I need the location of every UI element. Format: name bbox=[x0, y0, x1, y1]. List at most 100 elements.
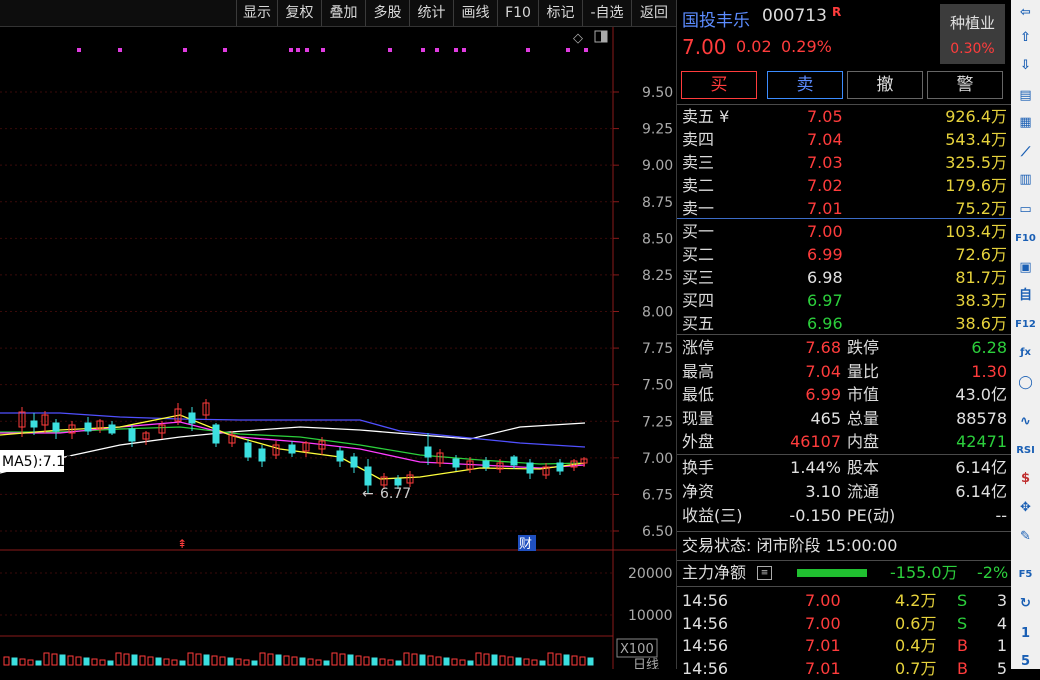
order-volume: 38.6万 bbox=[955, 314, 1007, 333]
stat-label: 最低 bbox=[682, 385, 715, 404]
volume-bar bbox=[139, 655, 146, 666]
candle-body bbox=[244, 442, 252, 458]
finance-marker-icon[interactable]: 财 bbox=[519, 537, 532, 552]
stat-value: 1.30 bbox=[971, 361, 1007, 381]
toolbar-watchlist-button[interactable]: -自选 bbox=[582, 0, 631, 26]
price-tick-label: 7.00 bbox=[642, 451, 673, 467]
sector-box[interactable]: 种植业 0.30% bbox=[940, 4, 1005, 64]
buy-button[interactable]: 买 bbox=[681, 71, 757, 99]
candlesticks bbox=[18, 399, 588, 493]
f10-icon[interactable]: F10 bbox=[1015, 233, 1036, 244]
volume-bar bbox=[195, 653, 202, 666]
order-price: 7.02 bbox=[807, 176, 843, 195]
volume-bar bbox=[315, 659, 322, 666]
candle-body bbox=[258, 448, 266, 462]
ma-line bbox=[0, 422, 586, 474]
toolbar-back-button[interactable]: 返回 bbox=[631, 0, 676, 26]
wave-icon[interactable]: ∿ bbox=[1020, 414, 1031, 429]
toolbar-overlay-button[interactable]: 叠加 bbox=[321, 0, 365, 26]
candle-body bbox=[580, 458, 588, 464]
stats-row: 最低 6.99 市值 43.0亿 bbox=[677, 383, 1011, 406]
formula-icon[interactable]: ƒx bbox=[1020, 347, 1031, 358]
price-tick-label: 6.50 bbox=[642, 524, 673, 540]
order-book-row[interactable]: 买四 6.97 38.3万 bbox=[677, 289, 1011, 312]
candle-body bbox=[424, 446, 432, 458]
move-icon[interactable]: ✥ bbox=[1020, 500, 1031, 515]
pencil-icon[interactable]: ✎ bbox=[1020, 529, 1031, 544]
stat-value: -0.150 bbox=[789, 506, 841, 525]
main-flow-row[interactable]: 主力净额 ≡ -155.0万 -2% bbox=[677, 561, 1011, 584]
event-up-icon[interactable]: ⇞ bbox=[177, 537, 187, 551]
f12-icon[interactable]: F12 bbox=[1015, 319, 1036, 330]
toolbar-stats-button[interactable]: 统计 bbox=[409, 0, 453, 26]
kline-chart[interactable]: 9.50 9.25 9.00 8.75 8.50 8.25 8.00 7.75 7.50 7.25… bbox=[0, 27, 676, 669]
toolbar-draw-button[interactable]: 画线 bbox=[453, 0, 497, 26]
candle-body bbox=[174, 408, 182, 422]
order-book-row[interactable]: 卖二 7.02 179.6万 bbox=[677, 174, 1011, 197]
stat-value: 6.14亿 bbox=[955, 458, 1007, 477]
signal-dot bbox=[118, 48, 122, 52]
cancel-order-button[interactable]: 撤 bbox=[847, 71, 923, 99]
order-book-row[interactable]: 卖一 7.01 75.2万 bbox=[677, 197, 1011, 220]
volume-bar bbox=[339, 653, 346, 666]
flow-list-icon[interactable]: ≡ bbox=[757, 566, 772, 580]
refresh-icon[interactable]: ↻ bbox=[1020, 596, 1031, 611]
candle-chart-icon[interactable]: ▥ bbox=[1019, 172, 1032, 187]
order-volume: 926.4万 bbox=[945, 107, 1007, 126]
volume-bar bbox=[555, 653, 562, 666]
volume-bar bbox=[3, 656, 10, 666]
volume-bar bbox=[251, 660, 258, 666]
sector-pct: 0.30% bbox=[950, 41, 995, 57]
order-book-row[interactable]: 买一 7.00 103.4万 bbox=[677, 220, 1011, 243]
f5-icon[interactable]: F5 bbox=[1018, 569, 1033, 580]
stat-label: 换手 bbox=[682, 458, 715, 477]
flow-bar bbox=[797, 569, 867, 577]
order-book-row[interactable]: 买三 6.98 81.7万 bbox=[677, 266, 1011, 289]
rsi-icon[interactable]: RSI bbox=[1016, 445, 1035, 456]
stats-row: 最高 7.04 量比 1.30 bbox=[677, 360, 1011, 383]
line-chart-icon[interactable]: ⟋ bbox=[1020, 145, 1031, 160]
signal-dot bbox=[526, 48, 530, 52]
order-price: 6.98 bbox=[807, 268, 843, 287]
toolbar-adjust-button[interactable]: 复权 bbox=[277, 0, 321, 26]
volume-bar bbox=[443, 657, 450, 666]
arrow-up-icon[interactable]: ⇧ bbox=[1020, 30, 1031, 45]
toolbar-f10-button[interactable]: F10 bbox=[497, 0, 538, 26]
stat-value: 46107 bbox=[790, 432, 841, 451]
candle-body bbox=[496, 462, 504, 470]
toolbar-mark-button[interactable]: 标记 bbox=[538, 0, 582, 26]
order-book-row[interactable]: 买五 6.96 38.6万 bbox=[677, 312, 1011, 335]
arrow-down-icon[interactable]: ⇩ bbox=[1020, 58, 1031, 73]
toolbar-display-button[interactable]: 显示 bbox=[236, 0, 277, 26]
candle-body bbox=[318, 440, 326, 450]
list-icon[interactable]: ▭ bbox=[1019, 202, 1032, 217]
signal-dot bbox=[388, 48, 392, 52]
candle-body bbox=[128, 428, 136, 442]
order-book-row[interactable]: 卖四 7.04 543.4万 bbox=[677, 128, 1011, 151]
alert-button[interactable]: 警 bbox=[927, 71, 1003, 99]
order-book-row[interactable]: 卖五 ¥ 7.05 926.4万 bbox=[677, 105, 1011, 128]
signal-dot bbox=[296, 48, 300, 52]
order-book-row[interactable]: 卖三 7.03 325.5万 bbox=[677, 151, 1011, 174]
volume-bar bbox=[419, 654, 426, 666]
candle-body bbox=[570, 460, 578, 468]
volume-bar bbox=[123, 653, 130, 666]
self-icon[interactable]: 自 bbox=[1018, 288, 1032, 303]
ma-label: MA5):7.19 bbox=[2, 454, 74, 470]
circle-icon[interactable]: ◯ bbox=[1018, 375, 1033, 390]
sell-button[interactable]: 卖 bbox=[767, 71, 843, 99]
page-1-icon[interactable]: 1 bbox=[1020, 626, 1031, 641]
volume-bar bbox=[475, 652, 482, 666]
diamond-icon[interactable]: ◇ bbox=[573, 31, 583, 46]
arrow-left-icon[interactable]: ⇦ bbox=[1020, 5, 1031, 20]
report-icon[interactable]: ▤ bbox=[1019, 88, 1032, 103]
order-book-row[interactable]: 买二 6.99 72.6万 bbox=[677, 243, 1011, 266]
table-icon[interactable]: ▦ bbox=[1019, 115, 1032, 130]
tick-count: 5 bbox=[996, 658, 1007, 678]
news-icon[interactable]: ▣ bbox=[1019, 260, 1032, 275]
dollar-icon[interactable]: $ bbox=[1020, 471, 1031, 486]
toolbar-multistock-button[interactable]: 多股 bbox=[365, 0, 409, 26]
price-change: 0.02 bbox=[736, 37, 772, 56]
volume-bar bbox=[19, 658, 26, 666]
page-5-icon[interactable]: 5 bbox=[1020, 654, 1031, 669]
